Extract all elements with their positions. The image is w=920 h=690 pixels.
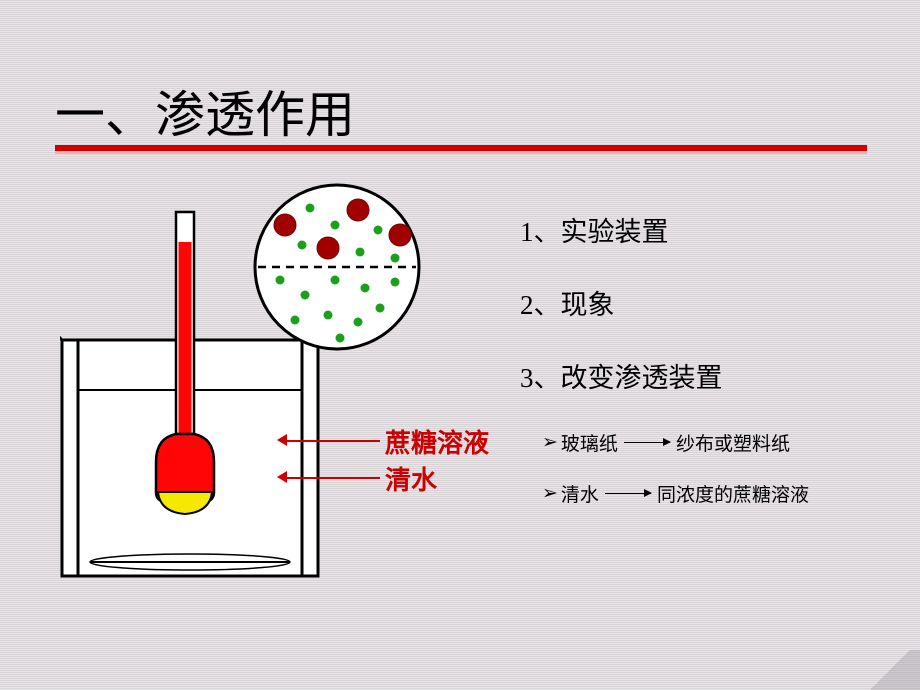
arrow-icon bbox=[605, 493, 651, 495]
arrow-icon bbox=[624, 442, 670, 444]
sub1-right-text: 纱布或塑料纸 bbox=[676, 429, 790, 456]
bullet-icon: ➢ bbox=[542, 431, 558, 454]
clear-water-label: 清水 bbox=[385, 460, 437, 497]
sub-list-item-1: ➢ 玻璃纸 纱布或塑料纸 bbox=[542, 429, 900, 456]
slide-title: 一、渗透作用 bbox=[55, 75, 355, 147]
list-item-2: 2、现象 bbox=[520, 283, 900, 322]
bullet-icon: ➢ bbox=[542, 482, 558, 505]
sucrose-solution-label: 蔗糖溶液 bbox=[385, 423, 489, 460]
title-underline-shadow bbox=[55, 151, 867, 154]
list-item-1: 1、实验装置 bbox=[520, 210, 900, 249]
sub1-left-text: 玻璃纸 bbox=[561, 429, 618, 456]
sub-list-item-2: ➢ 清水 同浓度的蔗糖溶液 bbox=[542, 480, 900, 507]
particle-magnification-diagram bbox=[250, 180, 425, 355]
label-pointer-line bbox=[285, 440, 380, 442]
page-corner-shadow bbox=[860, 650, 920, 690]
sub2-left-text: 清水 bbox=[561, 480, 599, 507]
sub2-right-text: 同浓度的蔗糖溶液 bbox=[657, 480, 809, 507]
content-list: 1、实验装置 2、现象 3、改变渗透装置 ➢ 玻璃纸 纱布或塑料纸 ➢ 清水 同… bbox=[520, 210, 900, 531]
slide: 一、渗透作用 bbox=[0, 0, 920, 690]
label-pointer-line bbox=[285, 477, 380, 479]
list-item-3: 3、改变渗透装置 bbox=[520, 356, 900, 395]
diagram-area: 蔗糖溶液 清水 bbox=[60, 180, 440, 600]
title-container: 一、渗透作用 bbox=[55, 75, 355, 147]
